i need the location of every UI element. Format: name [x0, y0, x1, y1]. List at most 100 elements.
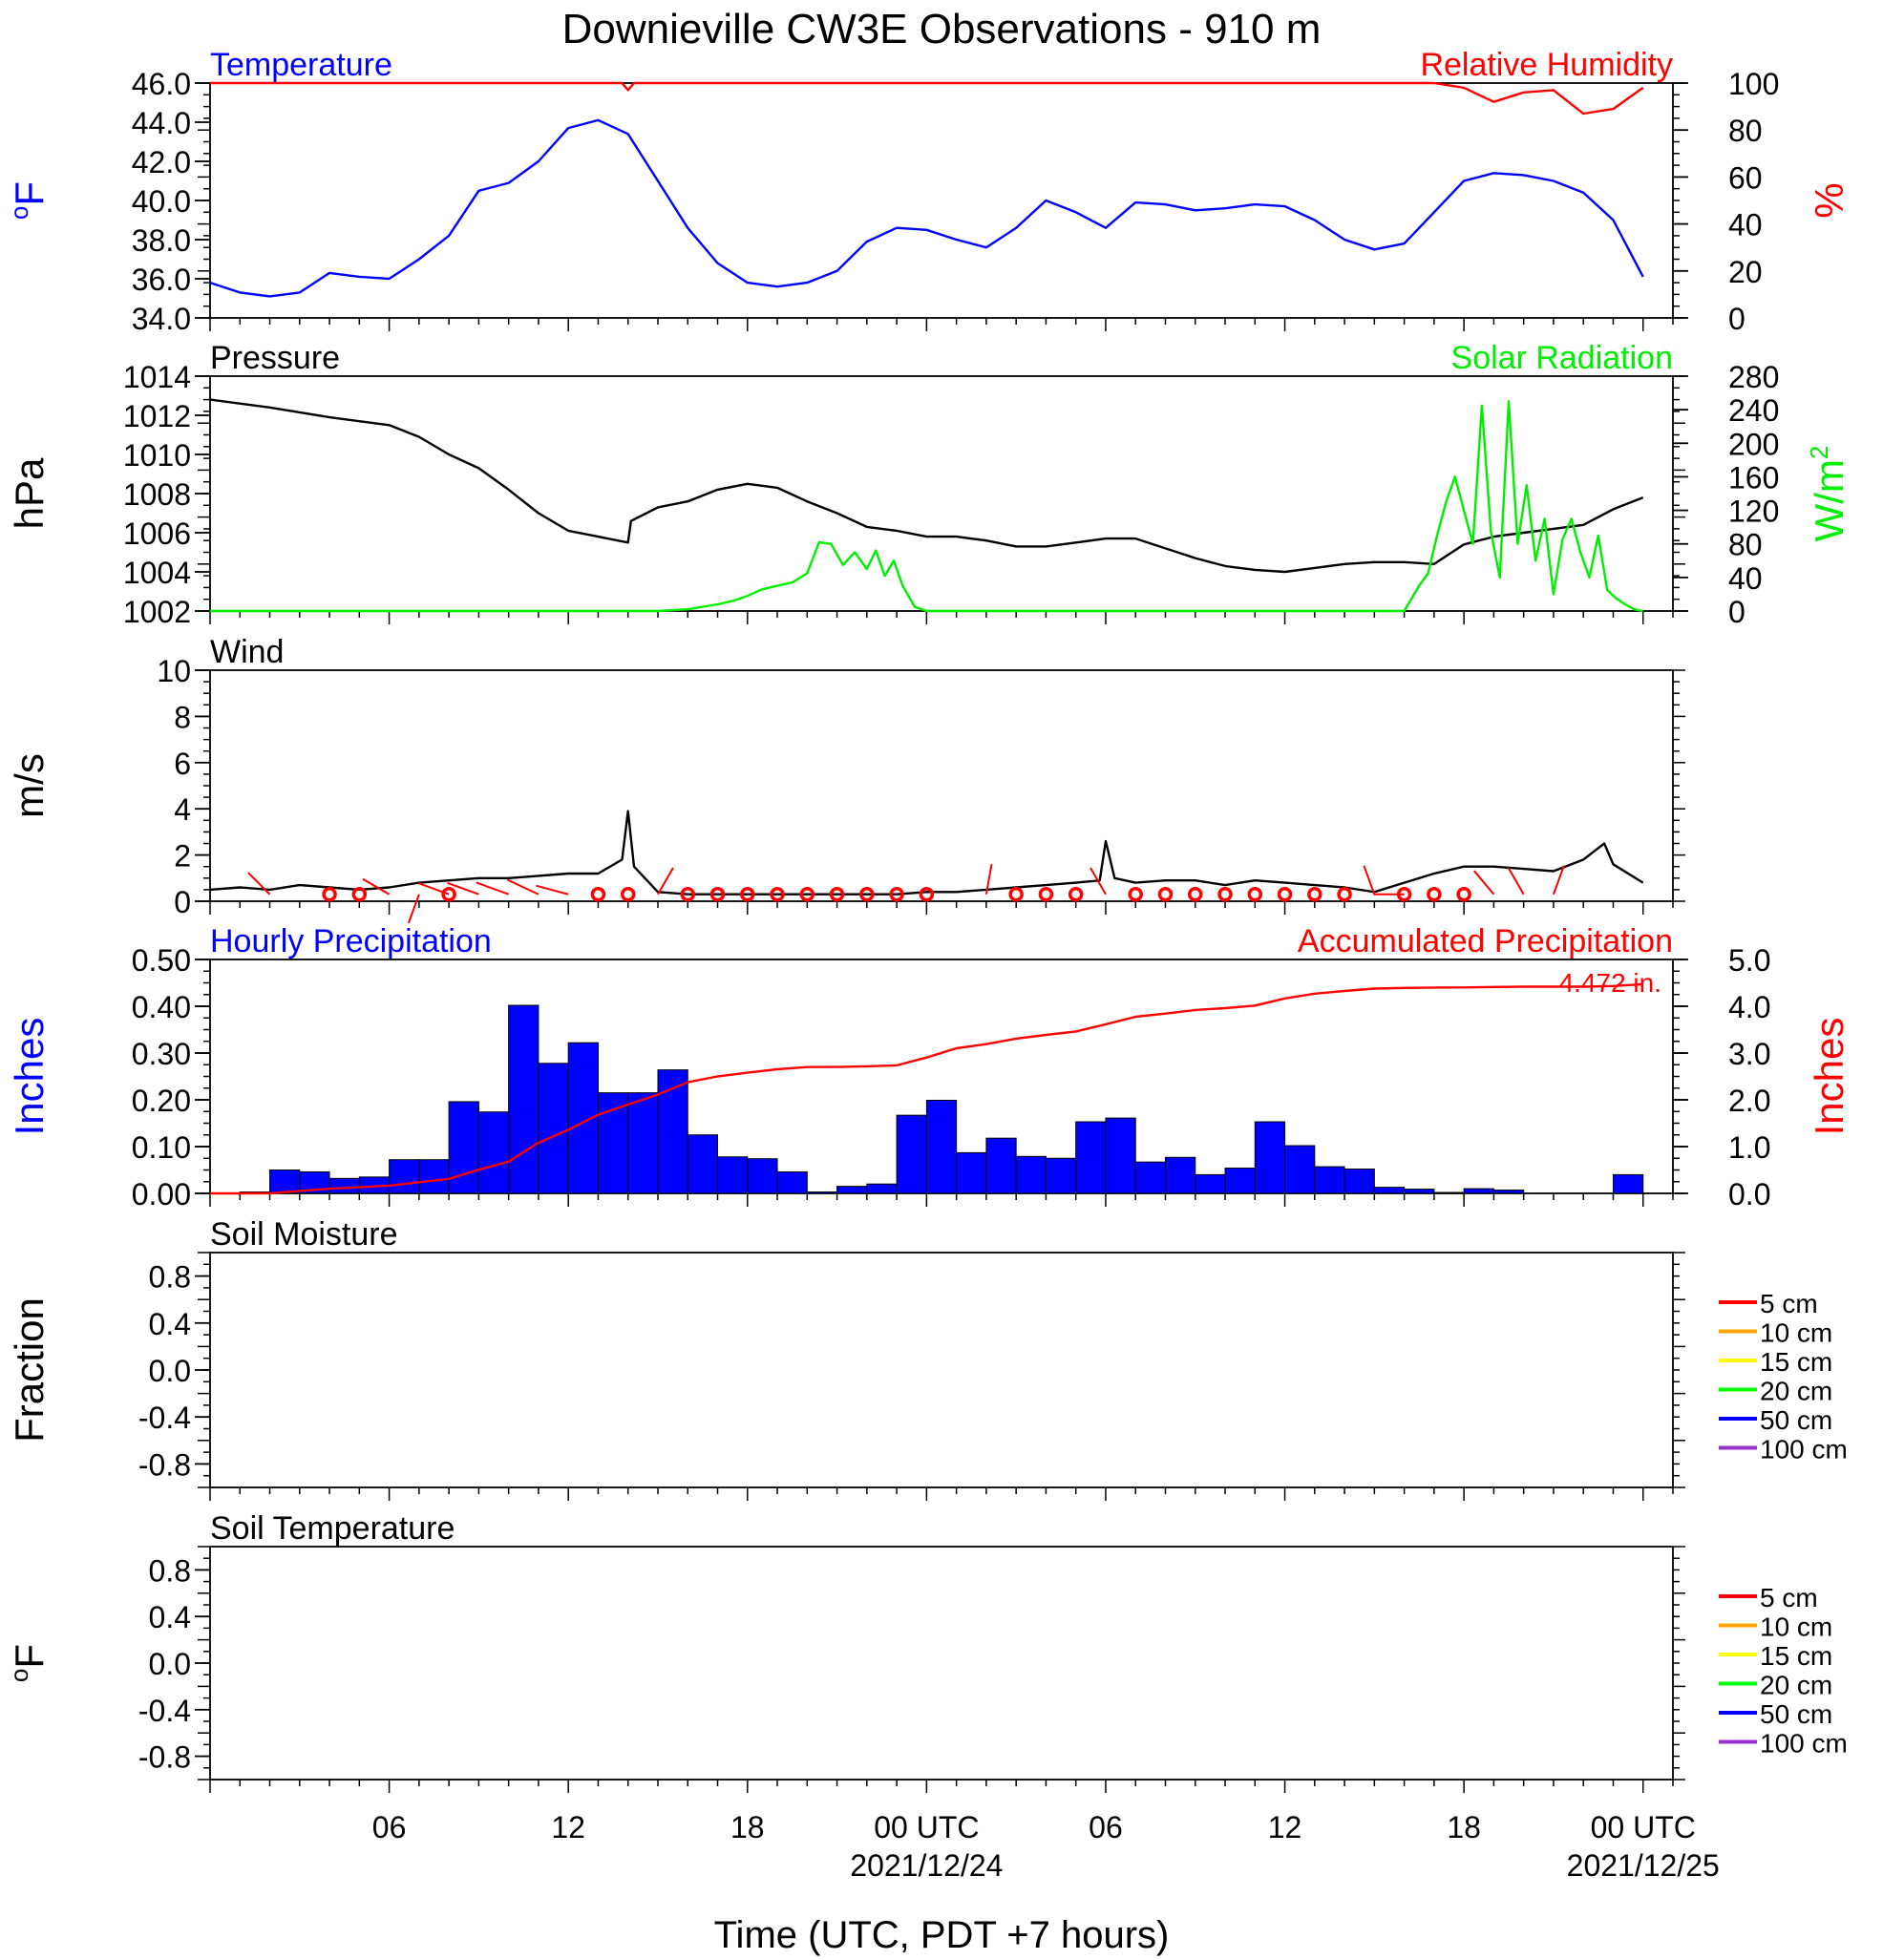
y2-tick-label: 2.0 — [1728, 1084, 1770, 1118]
wind-barb — [657, 867, 674, 896]
legend-label: 10 cm — [1760, 1318, 1832, 1348]
y-axis-label-left: oF — [5, 1644, 52, 1682]
y-tick-label: 46.0 — [132, 67, 191, 101]
y2-tick-label: 0 — [1728, 595, 1745, 629]
plot-frame — [209, 375, 1674, 612]
y-tick-label: 0.0 — [149, 1647, 191, 1681]
y2-tick-label: 20 — [1728, 255, 1763, 289]
y-tick-label: 0.4 — [149, 1600, 191, 1634]
y2-tick-label: 280 — [1728, 360, 1779, 394]
wind-barb — [1363, 865, 1376, 896]
calm-wind-marker — [1038, 886, 1054, 902]
plot-frame — [209, 82, 1674, 319]
degree-sign: o — [5, 1669, 33, 1682]
legend-label: 10 cm — [1760, 1612, 1832, 1642]
calm-wind-marker — [709, 886, 726, 902]
precip-bar — [1045, 1157, 1077, 1194]
y-axis-label-right: W/m2 — [1805, 446, 1851, 542]
calm-wind-marker — [1128, 886, 1143, 902]
precip-bar — [985, 1137, 1017, 1194]
y-tick-label: 1008 — [123, 477, 191, 512]
calm-wind-marker — [1456, 886, 1471, 902]
precip-bar — [657, 1069, 688, 1194]
series-line-relative-humidity — [210, 81, 1644, 116]
precip-bar — [269, 1170, 301, 1194]
calm-wind-marker — [351, 886, 368, 902]
precip-bar — [776, 1170, 808, 1194]
precip-bar — [538, 1063, 569, 1194]
wind-barb — [536, 884, 569, 896]
wind-barb — [506, 878, 540, 896]
y2-tick-label: 240 — [1728, 393, 1779, 428]
y-tick-label: 44.0 — [132, 106, 191, 140]
precip-bar — [1134, 1161, 1166, 1194]
wind-barbs — [247, 864, 1565, 924]
calm-wind-marker — [799, 886, 815, 902]
y-tick-label: 0.8 — [149, 1553, 191, 1588]
y-tick-label: 10 — [157, 654, 191, 688]
precip-bar — [1404, 1189, 1435, 1194]
precip-bar — [1164, 1156, 1196, 1194]
y-tick-label: 0.0 — [149, 1354, 191, 1388]
panel-title-left: Soil Temperature — [210, 1510, 455, 1547]
panel-title-left: Wind — [210, 634, 284, 670]
precip-bar — [1463, 1188, 1494, 1194]
precip-bar — [448, 1101, 479, 1194]
panel-title-left: Pressure — [210, 340, 340, 376]
y2-tick-label: 1.0 — [1728, 1130, 1770, 1165]
y-axis-label-left: Inches — [7, 1018, 52, 1136]
y2-tick-label: 5.0 — [1728, 943, 1770, 978]
precip-bar — [1195, 1173, 1226, 1194]
legend-label: 5 cm — [1760, 1289, 1818, 1318]
precip-bar — [866, 1183, 898, 1194]
precip-bar — [1373, 1187, 1406, 1194]
calm-wind-marker — [919, 886, 935, 902]
y2-tick-label: 80 — [1728, 528, 1763, 562]
wind-barb — [1090, 867, 1107, 896]
accumulated-total-label: 4.472 in. — [1559, 968, 1661, 998]
precip-bar — [508, 1004, 540, 1194]
unit-base: W/m — [1807, 459, 1851, 541]
y-axis-label-left: Fraction — [7, 1297, 52, 1443]
panel-title-right: Solar Radiation — [1451, 340, 1673, 376]
precip-bar — [896, 1114, 927, 1194]
series-line-solar-radiation — [210, 400, 1643, 613]
x-tick-label: 06 — [1089, 1810, 1123, 1844]
plot-frame — [209, 1252, 1674, 1488]
precip-bar — [1314, 1166, 1345, 1194]
legend-label: 100 cm — [1760, 1435, 1848, 1465]
precip-bar — [1105, 1117, 1136, 1194]
x-tick-label: 18 — [730, 1810, 765, 1844]
precip-bar — [1284, 1145, 1316, 1194]
calm-wind-marker — [1008, 886, 1024, 902]
y2-tick-label: 0.0 — [1728, 1177, 1770, 1212]
legend-label: 15 cm — [1760, 1347, 1832, 1377]
precip-bar — [747, 1158, 778, 1194]
y-axis-label-left: m/s — [7, 753, 52, 818]
legend-label: 50 cm — [1760, 1405, 1832, 1435]
y-tick-label: -0.4 — [138, 1401, 191, 1435]
unit-exponent: 2 — [1805, 446, 1833, 459]
precip-bar — [627, 1092, 659, 1194]
calm-wind-marker — [590, 886, 606, 902]
y-axis-label-right: Inches — [1807, 1018, 1851, 1136]
precip-bar — [1075, 1121, 1107, 1194]
calm-wind-marker — [829, 886, 845, 902]
y2-tick-label: 40 — [1728, 208, 1763, 242]
y-tick-label: 1014 — [123, 360, 191, 394]
plot-frame — [209, 1546, 1674, 1781]
calm-wind-marker — [859, 886, 875, 902]
y-tick-label: -0.8 — [138, 1740, 191, 1775]
y2-tick-label: 160 — [1728, 460, 1779, 495]
calm-wind-marker — [1247, 886, 1263, 902]
time-axis: 06 12 18 00 UTC 2021/12/24 06 12 18 00 UTC 2021/1… — [372, 1810, 1720, 1883]
y-axis-label-left: hPa — [7, 457, 52, 529]
y-tick-label: 0.8 — [149, 1260, 191, 1295]
x-tick-label: 00 UTC — [874, 1810, 979, 1844]
degree-sign: o — [5, 206, 33, 220]
calm-wind-marker — [1068, 886, 1084, 902]
x-axis-label: Time (UTC, PDT +7 hours) — [714, 1914, 1170, 1956]
legend-label: 5 cm — [1760, 1583, 1818, 1612]
